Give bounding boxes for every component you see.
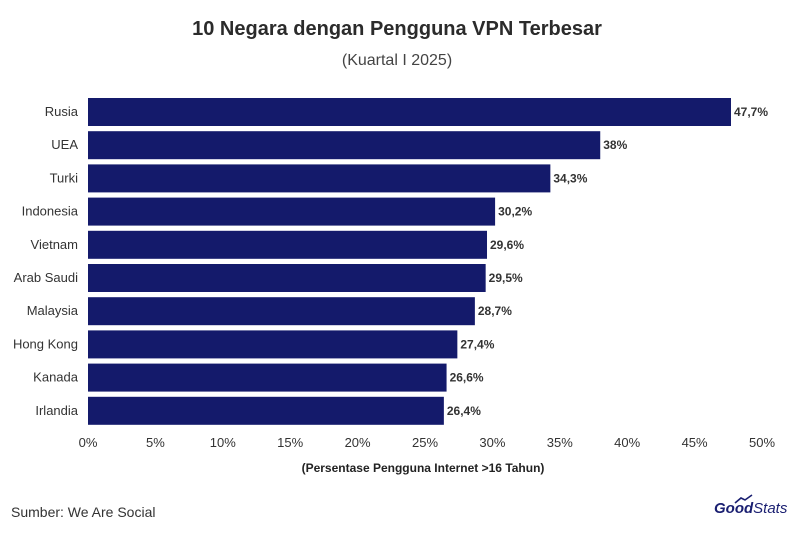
value-label-8: 26,6%	[450, 371, 484, 385]
chart-title: 10 Negara dengan Pengguna VPN Terbesar	[192, 18, 602, 40]
goodstats-logo-mark-icon	[734, 494, 753, 504]
bar-6	[88, 297, 475, 326]
x-tick-label-4: 20%	[345, 435, 371, 450]
source-note: Sumber: We Are Social	[11, 504, 156, 520]
category-label-3: Indonesia	[22, 204, 79, 219]
bar-0	[88, 98, 731, 126]
category-label-7: Hong Kong	[13, 336, 78, 351]
x-axis-label: (Persentase Pengguna Internet >16 Tahun)	[302, 461, 545, 475]
bar-1	[88, 131, 601, 160]
x-tick-label-7: 35%	[547, 435, 573, 450]
logo-stats-text: Stats	[753, 500, 788, 517]
value-label-7: 27,4%	[460, 337, 494, 351]
bar-4	[88, 230, 488, 259]
x-tick-label-10: 50%	[749, 435, 775, 450]
value-label-1: 38%	[603, 138, 627, 152]
x-tick-label-0: 0%	[79, 435, 98, 450]
chart-subtitle: (Kuartal I 2025)	[341, 52, 453, 69]
value-label-3: 30,2%	[498, 205, 532, 219]
goodstats-logo: GoodStats	[714, 500, 787, 517]
value-label-4: 29,6%	[490, 238, 524, 252]
x-tick-label-1: 5%	[146, 435, 165, 450]
value-label-2: 34,3%	[553, 171, 587, 185]
category-label-4: Vietnam	[31, 237, 78, 252]
value-label-5: 29,5%	[489, 271, 523, 285]
bar-9	[88, 396, 444, 425]
bar-chart: Rusia 47,7% UEA 38% Turki 34,3% Indonesia 30,2%…	[13, 98, 775, 475]
value-label-9: 26,4%	[447, 404, 481, 418]
x-tick-label-2: 10%	[210, 435, 236, 450]
category-label-2: Turki	[50, 170, 79, 185]
value-label-0: 47,7%	[734, 105, 768, 119]
logo-good-text: Good	[714, 500, 754, 517]
x-tick-label-9: 45%	[682, 435, 708, 450]
bar-3	[88, 197, 496, 226]
x-tick-label-6: 30%	[479, 435, 505, 450]
bar-8	[88, 363, 447, 392]
value-label-6: 28,7%	[478, 304, 512, 318]
x-tick-label-8: 40%	[614, 435, 640, 450]
category-label-5: Arab Saudi	[14, 270, 78, 285]
category-label-0: Rusia	[45, 104, 79, 119]
x-tick-label-5: 25%	[412, 435, 438, 450]
bar-7	[88, 330, 458, 359]
x-tick-label-3: 15%	[277, 435, 303, 450]
category-label-9: Irlandia	[35, 403, 78, 418]
bar-5	[88, 264, 486, 292]
bar-2	[88, 164, 551, 193]
category-label-8: Kanada	[33, 370, 79, 385]
category-label-6: Malaysia	[27, 303, 79, 318]
category-label-1: UEA	[51, 137, 78, 152]
